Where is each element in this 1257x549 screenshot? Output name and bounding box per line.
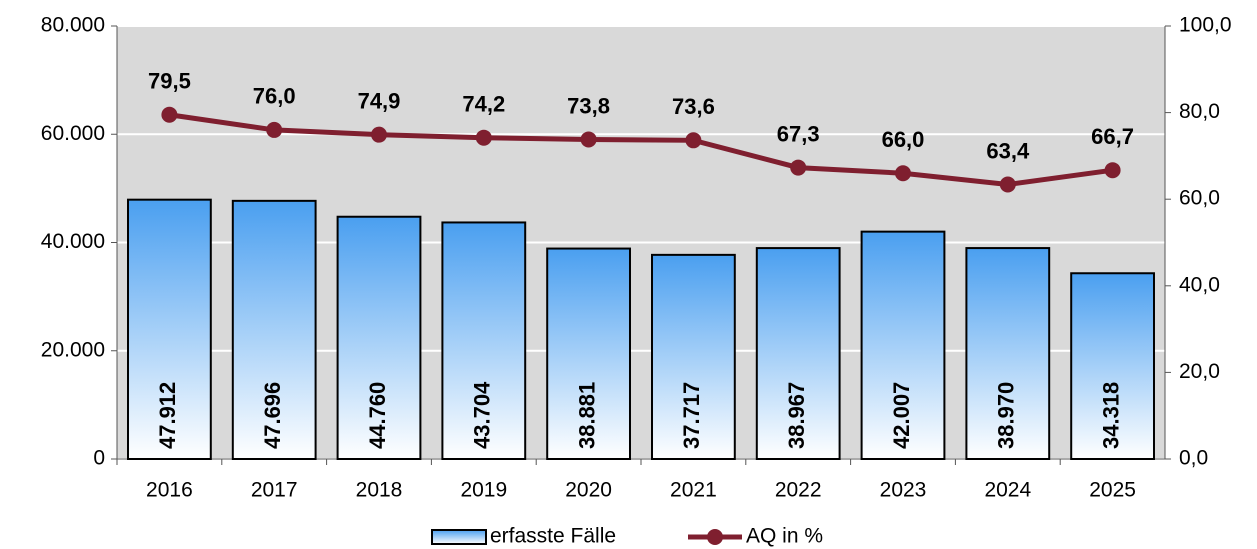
bar-value-label: 38.881 xyxy=(574,382,599,449)
bar-value-label: 38.967 xyxy=(784,382,809,449)
line-value-label: 73,8 xyxy=(567,93,610,118)
bar-value-label: 38.970 xyxy=(994,382,1019,449)
legend-swatch-marker xyxy=(707,529,723,545)
x-tick-label: 2020 xyxy=(565,479,612,502)
line xyxy=(169,112,1113,187)
x-tick-label: 2021 xyxy=(670,479,717,502)
legend-label: erfasste Fälle xyxy=(490,525,616,548)
bar xyxy=(651,253,736,460)
line-marker xyxy=(371,126,387,143)
line-value-label: 73,6 xyxy=(672,94,715,119)
line-marker xyxy=(895,165,911,182)
bar-value-label: 37.717 xyxy=(679,382,704,449)
line-marker xyxy=(685,132,702,149)
y-tick-label: 0 xyxy=(93,447,105,470)
y-tick-label: 20.000 xyxy=(41,338,105,361)
y2-tick-label: 100,0 xyxy=(1179,14,1232,37)
line-marker xyxy=(161,106,178,123)
x-tick-label: 2016 xyxy=(146,479,193,502)
bar xyxy=(860,230,946,460)
x-tick-label: 2017 xyxy=(251,479,298,502)
line-value-label: 76,0 xyxy=(253,84,296,109)
y2-tick-label: 60,0 xyxy=(1179,187,1220,210)
bar xyxy=(546,247,631,460)
bar xyxy=(441,221,527,460)
line-marker xyxy=(475,129,492,146)
x-tick-label: 2022 xyxy=(775,479,822,502)
y-tick-label: 40.000 xyxy=(41,230,105,253)
bar xyxy=(127,198,212,460)
x-tick-label: 2025 xyxy=(1089,479,1136,502)
line-marker xyxy=(790,159,807,176)
x-tick-label: 2023 xyxy=(880,479,927,502)
legend-swatch xyxy=(431,529,487,545)
line-value-label: 66,0 xyxy=(882,127,925,152)
line-value-label: 74,2 xyxy=(462,92,505,117)
bar-value-label: 34.318 xyxy=(1098,382,1123,449)
y2-tick-label: 40,0 xyxy=(1179,273,1220,296)
bar xyxy=(231,199,317,460)
bar-value-label: 44.760 xyxy=(365,382,390,449)
line-marker xyxy=(580,131,597,148)
y2-tick-label: 20,0 xyxy=(1179,360,1220,383)
y2-tick-label: 0,0 xyxy=(1179,447,1208,470)
x-tick-label: 2019 xyxy=(460,479,507,502)
y-tick-label: 80.000 xyxy=(41,14,105,37)
bar-value-label: 42.007 xyxy=(889,382,914,449)
line-value-label: 63,4 xyxy=(986,138,1030,163)
bar xyxy=(755,247,841,460)
bar xyxy=(965,247,1051,460)
x-tick-label: 2024 xyxy=(984,479,1031,502)
bar xyxy=(336,215,422,460)
bar xyxy=(1070,272,1155,460)
line-value-label: 67,3 xyxy=(777,121,820,146)
line-marker xyxy=(1104,162,1121,179)
y-tick-label: 60.000 xyxy=(41,122,105,145)
line-marker xyxy=(999,176,1016,193)
bar-value-label: 43.704 xyxy=(470,381,495,449)
line-marker xyxy=(266,121,283,138)
x-tick-label: 2018 xyxy=(356,479,403,502)
legend-label: AQ in % xyxy=(746,525,823,548)
line-value-label: 79,5 xyxy=(148,69,191,94)
bar-value-label: 47.912 xyxy=(155,382,180,449)
bar-value-label: 47.696 xyxy=(260,382,285,449)
line-value-label: 74,9 xyxy=(358,88,401,113)
y2-tick-label: 80,0 xyxy=(1179,100,1220,123)
line-value-label: 66,7 xyxy=(1091,124,1134,149)
